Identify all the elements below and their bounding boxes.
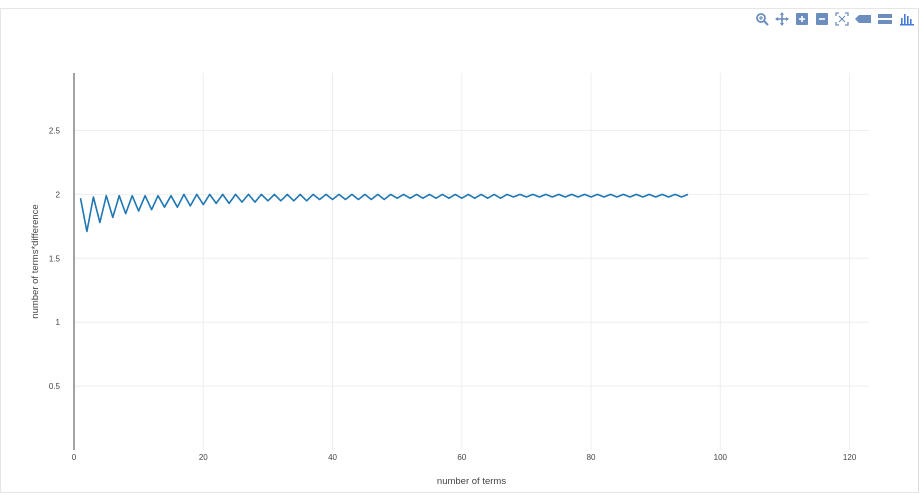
x-tick-label: 20 <box>199 453 208 462</box>
hover-compare-icon[interactable] <box>877 12 893 26</box>
x-tick-label: 60 <box>457 453 466 462</box>
y-tick-label: 2.5 <box>49 127 61 136</box>
zoom-icon[interactable] <box>755 12 769 26</box>
y-axis-title: number of terms*difference <box>30 204 41 318</box>
series-line <box>79 193 689 233</box>
y-tick-label: 1.5 <box>49 254 61 263</box>
pan-icon[interactable] <box>775 12 789 26</box>
gridlines <box>74 73 869 450</box>
x-axis-title: number of terms <box>437 476 506 487</box>
x-axis-ticks: 0 20 40 60 80 100 120 <box>72 453 857 462</box>
y-axis-ticks: 0.5 1 1.5 2 2.5 <box>49 127 61 392</box>
x-tick-label: 40 <box>328 453 337 462</box>
zoom-out-icon[interactable] <box>815 12 829 26</box>
x-tick-label: 120 <box>843 453 857 462</box>
x-tick-label: 100 <box>714 453 728 462</box>
autoscale-icon[interactable] <box>835 12 849 26</box>
y-tick-label: 0.5 <box>49 382 61 391</box>
x-tick-label: 80 <box>587 453 596 462</box>
chart-toolbar <box>755 12 915 26</box>
chart-container <box>0 8 919 493</box>
y-tick-label: 1 <box>56 318 61 327</box>
plotly-logo-icon[interactable] <box>899 12 915 26</box>
y-tick-label: 2 <box>56 190 61 199</box>
zoom-in-icon[interactable] <box>795 12 809 26</box>
spike-lines-icon[interactable] <box>855 12 871 26</box>
x-tick-label: 0 <box>72 453 77 462</box>
